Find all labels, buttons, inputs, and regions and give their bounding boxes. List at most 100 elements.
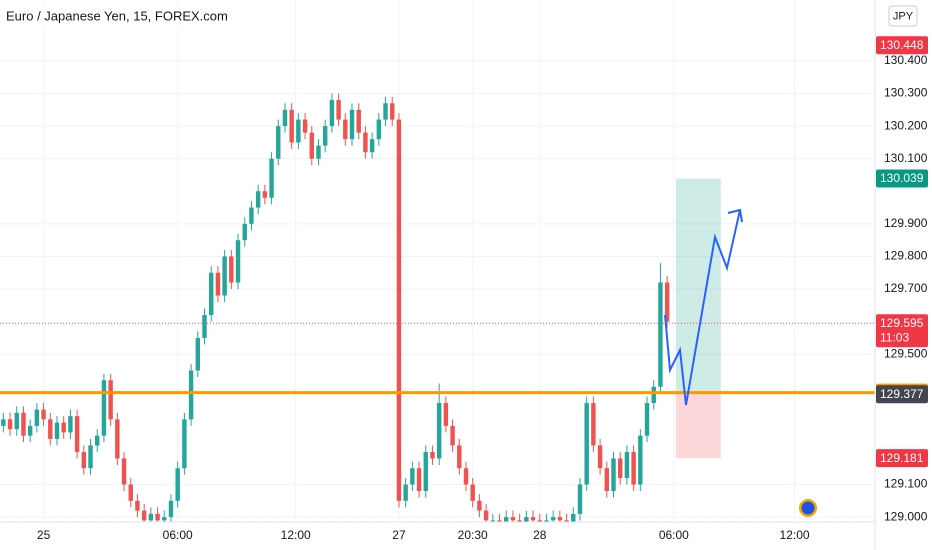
candle-body xyxy=(631,451,636,485)
candle-body xyxy=(296,119,301,143)
y-tick-label: 129.800 xyxy=(884,249,928,263)
candle-body xyxy=(235,240,241,283)
candle-body xyxy=(470,484,475,501)
price-label xyxy=(876,449,928,468)
candle-body xyxy=(34,409,40,426)
candle-body xyxy=(208,272,214,316)
plot xyxy=(0,93,875,522)
candle-body xyxy=(148,513,154,521)
candle-body xyxy=(95,435,100,446)
candle-body xyxy=(369,139,375,153)
candle-body xyxy=(463,468,469,485)
candle-body xyxy=(262,191,268,198)
y-tick-label: 130.400 xyxy=(884,53,928,67)
candle-body xyxy=(68,416,73,433)
candle-body xyxy=(41,409,46,420)
candle-body xyxy=(530,517,536,521)
x-tick-label: 27 xyxy=(392,528,406,542)
candle-body xyxy=(504,517,509,522)
y-tick-label: 129.700 xyxy=(884,281,928,295)
y-tick-label: 130.100 xyxy=(884,151,928,165)
price-axis: 129.000 129.100 129.500 129.700 129.800 129.9… xyxy=(876,36,928,523)
candle-body xyxy=(155,513,160,521)
candle-body xyxy=(269,158,274,198)
price-label-text: 130.039 xyxy=(880,171,924,185)
candle-body xyxy=(101,380,107,436)
candle-body xyxy=(162,517,167,521)
candle-body xyxy=(443,403,449,426)
x-tick-label: 06:00 xyxy=(163,528,193,542)
x-tick-label: 12:00 xyxy=(780,528,810,542)
y-tick-label: 130.300 xyxy=(884,86,928,100)
candle-body xyxy=(483,510,489,521)
candle-body xyxy=(202,315,207,338)
candle-body xyxy=(497,520,502,522)
y-tick-label: 129.500 xyxy=(884,346,928,360)
y-tick-label: 129.000 xyxy=(884,509,928,523)
drawn-path xyxy=(664,209,741,406)
candle-body xyxy=(282,109,288,127)
candle-body xyxy=(289,109,294,143)
title-backdrop xyxy=(0,5,205,29)
candle-body xyxy=(182,419,187,469)
candle-body xyxy=(7,419,13,430)
candle-body xyxy=(175,468,180,501)
candle-body xyxy=(624,451,630,479)
candle-body xyxy=(430,451,435,459)
candle-body xyxy=(229,256,234,283)
price-label-text: 129.181 xyxy=(880,451,924,465)
candle-body xyxy=(27,425,33,436)
countdown-text: 11:03 xyxy=(880,330,909,344)
candle-body xyxy=(524,517,529,522)
x-tick-label: 12:00 xyxy=(281,528,311,542)
candle-body xyxy=(564,520,569,522)
candle-body xyxy=(255,191,261,208)
candle-body xyxy=(403,484,408,501)
candle-body xyxy=(450,425,455,446)
x-tick-label: 06:00 xyxy=(659,528,689,542)
candle-body xyxy=(363,132,368,153)
x-tick-label: 25 xyxy=(37,528,51,542)
candle-body xyxy=(644,403,650,436)
currency-button[interactable] xyxy=(888,5,918,27)
candle-body xyxy=(14,412,19,430)
candle-body xyxy=(376,119,382,140)
candle-body xyxy=(309,132,314,159)
candle-body xyxy=(54,422,60,439)
candle-body xyxy=(316,145,321,159)
chart-title: Euro / Japanese Yen, 15, FOREX.com xyxy=(6,8,228,23)
candle-body xyxy=(141,510,147,521)
candle-body xyxy=(242,223,247,241)
candle-body xyxy=(410,468,415,485)
currency-label: JPY xyxy=(893,10,914,22)
candle-body xyxy=(396,119,402,501)
candle-body xyxy=(591,403,596,446)
price-label xyxy=(876,36,928,55)
candle-body xyxy=(571,513,576,522)
y-tick-label: 130.200 xyxy=(884,118,928,132)
candle-body xyxy=(638,435,643,485)
candle-body xyxy=(276,126,281,159)
price-label-text: 129.595 xyxy=(880,316,924,330)
candle-body xyxy=(168,500,174,518)
candle-body xyxy=(490,520,496,522)
candle-body xyxy=(74,416,80,452)
candle-body xyxy=(537,520,542,522)
candle-body xyxy=(457,445,462,469)
candle-body xyxy=(584,403,589,485)
candle-body xyxy=(658,282,663,387)
price-label xyxy=(876,314,928,348)
candle-body xyxy=(128,484,133,501)
x-tick-label: 28 xyxy=(533,528,547,542)
candle-body xyxy=(423,451,428,492)
candle-body xyxy=(617,458,623,479)
candle-body xyxy=(48,419,53,439)
price-label xyxy=(876,169,928,188)
candle-body xyxy=(61,422,66,433)
candle-body xyxy=(88,445,93,469)
candle-body xyxy=(557,517,563,521)
candle-body xyxy=(249,207,254,224)
candle-body xyxy=(604,468,610,492)
candle-body xyxy=(390,103,395,120)
